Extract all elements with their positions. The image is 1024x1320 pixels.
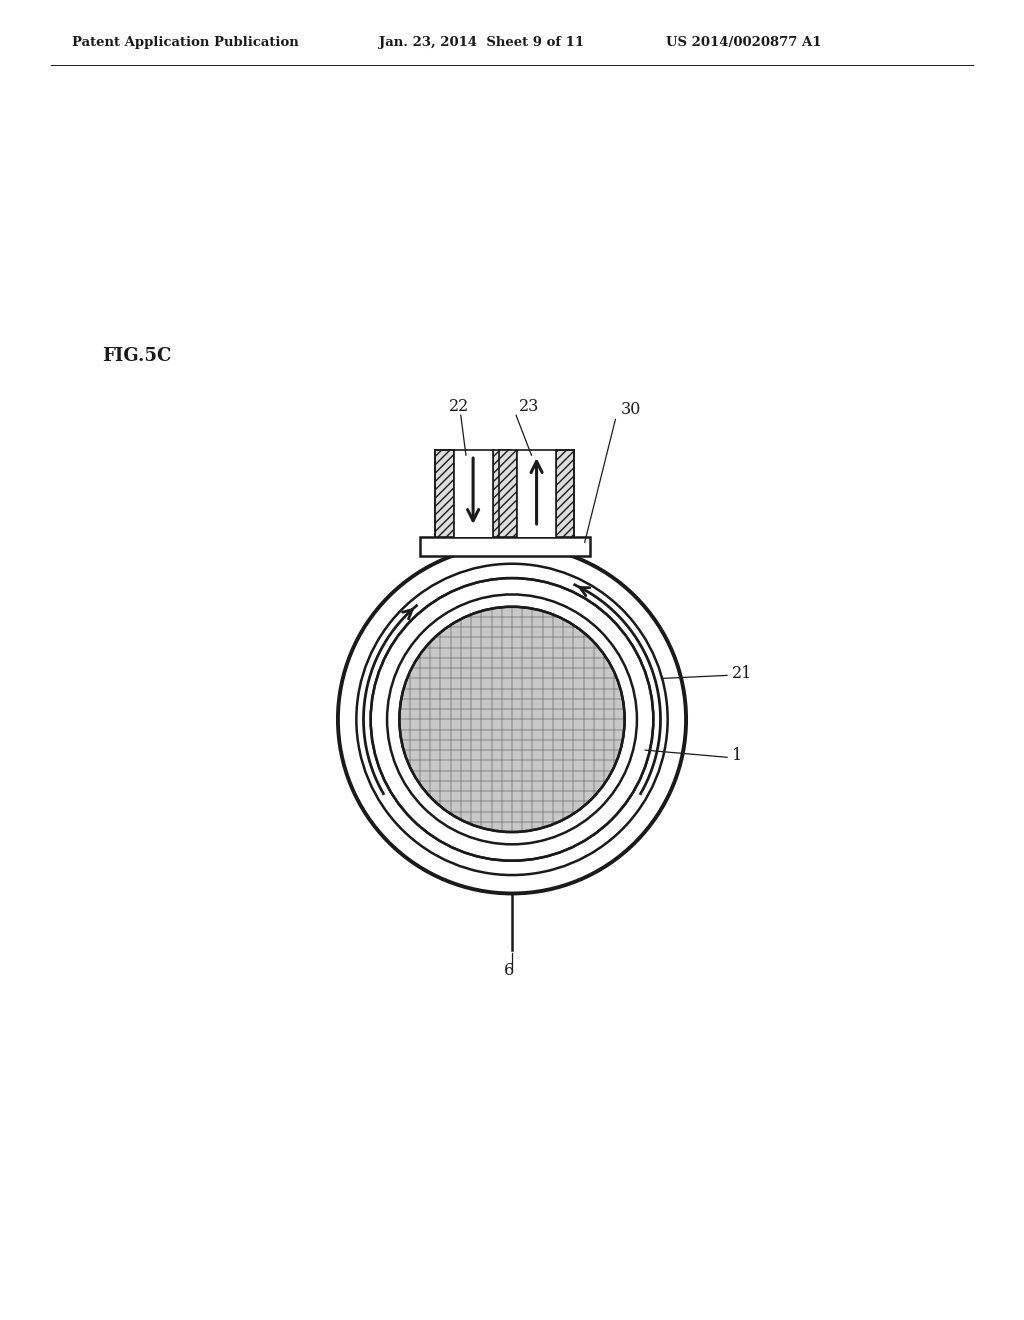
Bar bbox=[454, 450, 493, 537]
Text: 30: 30 bbox=[621, 401, 641, 418]
Bar bbox=[493, 450, 511, 537]
Circle shape bbox=[356, 564, 668, 875]
Circle shape bbox=[338, 545, 686, 894]
Text: 22: 22 bbox=[449, 399, 469, 416]
Circle shape bbox=[356, 564, 668, 875]
Text: 23: 23 bbox=[519, 399, 540, 416]
Text: 21: 21 bbox=[732, 665, 753, 682]
Bar bbox=[499, 450, 517, 537]
Bar bbox=[517, 450, 556, 537]
Bar bbox=[420, 537, 590, 556]
Circle shape bbox=[399, 607, 625, 832]
Wedge shape bbox=[338, 545, 686, 894]
Text: Patent Application Publication: Patent Application Publication bbox=[72, 36, 298, 49]
Text: Jan. 23, 2014  Sheet 9 of 11: Jan. 23, 2014 Sheet 9 of 11 bbox=[379, 36, 584, 49]
Circle shape bbox=[371, 578, 653, 861]
Bar bbox=[556, 450, 574, 537]
Bar bbox=[435, 450, 454, 537]
Text: 1: 1 bbox=[732, 747, 742, 764]
Text: FIG.5C: FIG.5C bbox=[102, 347, 172, 366]
Text: US 2014/0020877 A1: US 2014/0020877 A1 bbox=[666, 36, 821, 49]
Wedge shape bbox=[371, 578, 653, 861]
Text: 6: 6 bbox=[504, 962, 514, 979]
